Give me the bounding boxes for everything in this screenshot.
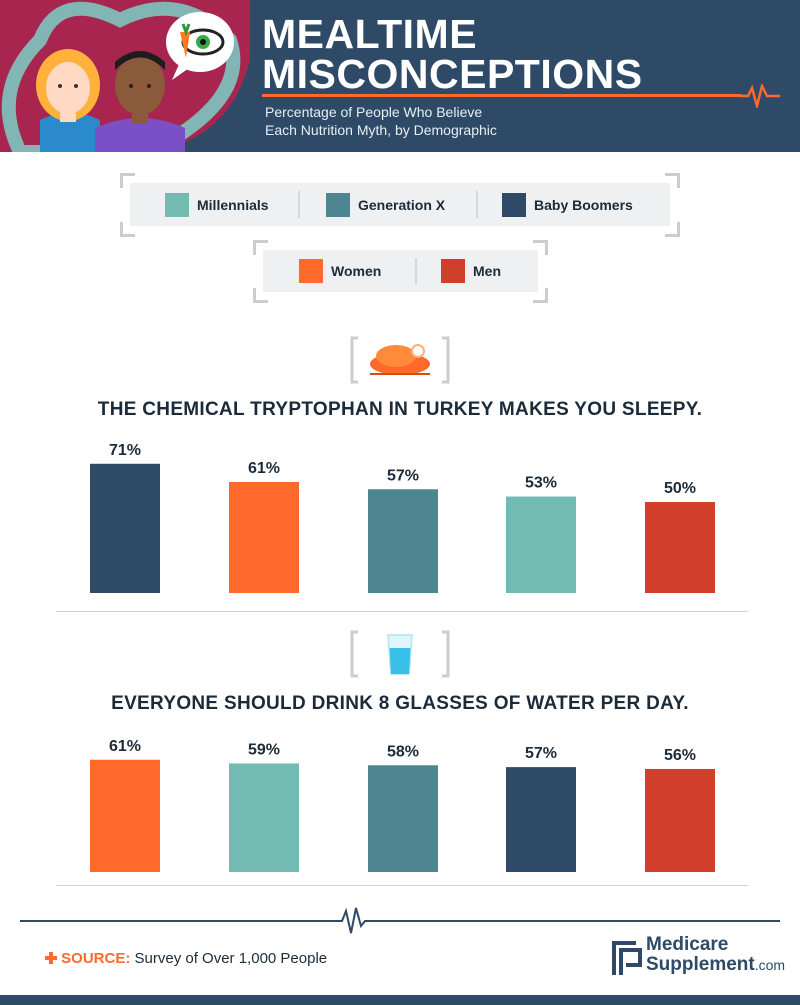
source-note: SOURCE: Survey of Over 1,000 People bbox=[45, 950, 327, 967]
bar-value-label: 56% bbox=[664, 747, 696, 764]
legend-label: Generation X bbox=[358, 196, 446, 213]
legend-item-baby-boomers: Baby Boomers bbox=[502, 183, 633, 226]
chart-baseline bbox=[56, 885, 748, 886]
legend-label: Baby Boomers bbox=[534, 196, 633, 213]
subtitle-line-2: Each Nutrition Myth, by Demographic bbox=[265, 122, 497, 138]
bar-value-label: 58% bbox=[387, 743, 419, 760]
bar-millennials bbox=[506, 496, 576, 593]
heartbeat-icon bbox=[740, 84, 780, 108]
water-glass-icon bbox=[350, 630, 450, 678]
bar-value-label: 71% bbox=[109, 442, 141, 459]
legend-label: Men bbox=[473, 263, 501, 279]
legend-bracket bbox=[533, 240, 548, 255]
medicare-supplement-logo-icon bbox=[612, 941, 642, 975]
bar-women bbox=[229, 481, 299, 593]
legend-swatch bbox=[299, 259, 323, 283]
legend-bracket bbox=[253, 240, 268, 255]
brand-line-1: Medicare bbox=[646, 934, 729, 955]
legend-bracket bbox=[533, 288, 548, 303]
man-illustration bbox=[95, 51, 185, 152]
title-line-2: MISCONCEPTIONS bbox=[262, 51, 643, 97]
header-illustration bbox=[0, 0, 250, 152]
legend-swatch bbox=[502, 192, 526, 217]
bar-chart-turkey: 71% 61% 57% 53% 50% bbox=[90, 442, 715, 593]
brand-line-2: Supplement.com bbox=[646, 955, 785, 975]
source-label: SOURCE: bbox=[61, 950, 131, 967]
turkey-icon bbox=[350, 336, 450, 384]
footer-heartbeat-divider bbox=[20, 907, 780, 934]
brand-name: Medicare Supplement.com bbox=[646, 935, 785, 975]
bar-men bbox=[645, 768, 715, 872]
legend-item-men: Men bbox=[441, 250, 501, 292]
header-banner: MEALTIME MISCONCEPTIONS Percentage of Pe… bbox=[0, 0, 800, 152]
legend-swatch bbox=[326, 192, 350, 217]
legend-bracket bbox=[665, 222, 680, 237]
legend-box-generations: Millennials Generation X Baby Boomers bbox=[130, 183, 670, 226]
speech-bubble-eye-icon bbox=[166, 12, 234, 80]
woman-illustration bbox=[36, 49, 100, 152]
chart-baseline bbox=[56, 611, 748, 612]
brand-suffix: .com bbox=[754, 957, 786, 973]
bar-baby-boomers bbox=[506, 767, 576, 872]
bar-millennials bbox=[229, 763, 299, 872]
bar-men bbox=[645, 502, 715, 593]
bar-value-label: 61% bbox=[109, 738, 141, 755]
bar-women bbox=[90, 759, 160, 872]
bar-value-label: 57% bbox=[525, 745, 557, 762]
legend-label: Millennials bbox=[197, 196, 269, 213]
legend-label: Women bbox=[331, 263, 382, 279]
legend-bracket bbox=[253, 288, 268, 303]
bar-value-label: 61% bbox=[248, 460, 280, 477]
legend-swatch bbox=[165, 192, 189, 217]
bar-chart-water: 61% 59% 58% 57% 56% bbox=[90, 738, 715, 872]
legend-bracket bbox=[665, 173, 680, 188]
bar-baby-boomers bbox=[90, 463, 160, 593]
brand-logo: Medicare Supplement.com bbox=[612, 935, 792, 979]
title-line-1: MEALTIME bbox=[262, 11, 478, 57]
chart-title: EVERYONE SHOULD DRINK 8 GLASSES OF WATER… bbox=[111, 693, 689, 714]
bottom-bar bbox=[0, 995, 800, 1005]
legend-item-women: Women bbox=[299, 250, 381, 292]
legend-divider bbox=[415, 258, 417, 284]
brand-line-2-text: Supplement bbox=[646, 954, 755, 975]
plus-icon bbox=[45, 952, 57, 964]
legend-bracket bbox=[120, 222, 135, 237]
page-subtitle: Percentage of People Who Believe Each Nu… bbox=[265, 103, 585, 139]
source-text: Survey of Over 1,000 People bbox=[134, 950, 328, 967]
page-title: MEALTIME MISCONCEPTIONS bbox=[262, 11, 643, 97]
legend-bracket bbox=[120, 173, 135, 188]
bar-value-label: 57% bbox=[387, 467, 419, 484]
bar-value-label: 53% bbox=[525, 475, 557, 492]
legend-item-millennials: Millennials bbox=[165, 183, 269, 226]
title-rule bbox=[262, 94, 742, 97]
chart-title: THE CHEMICAL TRYPTOPHAN IN TURKEY MAKES … bbox=[97, 399, 703, 420]
bar-value-label: 59% bbox=[248, 741, 280, 758]
legend-divider bbox=[298, 191, 300, 218]
bar-generation-x bbox=[368, 765, 438, 872]
legend-swatch bbox=[441, 259, 465, 283]
legend-divider bbox=[476, 191, 478, 218]
legend-item-generation-x: Generation X bbox=[326, 183, 445, 226]
legend-box-genders: Women Men bbox=[263, 250, 538, 292]
subtitle-line-1: Percentage of People Who Believe bbox=[265, 104, 483, 120]
bar-generation-x bbox=[368, 489, 438, 593]
bar-value-label: 50% bbox=[664, 480, 696, 497]
